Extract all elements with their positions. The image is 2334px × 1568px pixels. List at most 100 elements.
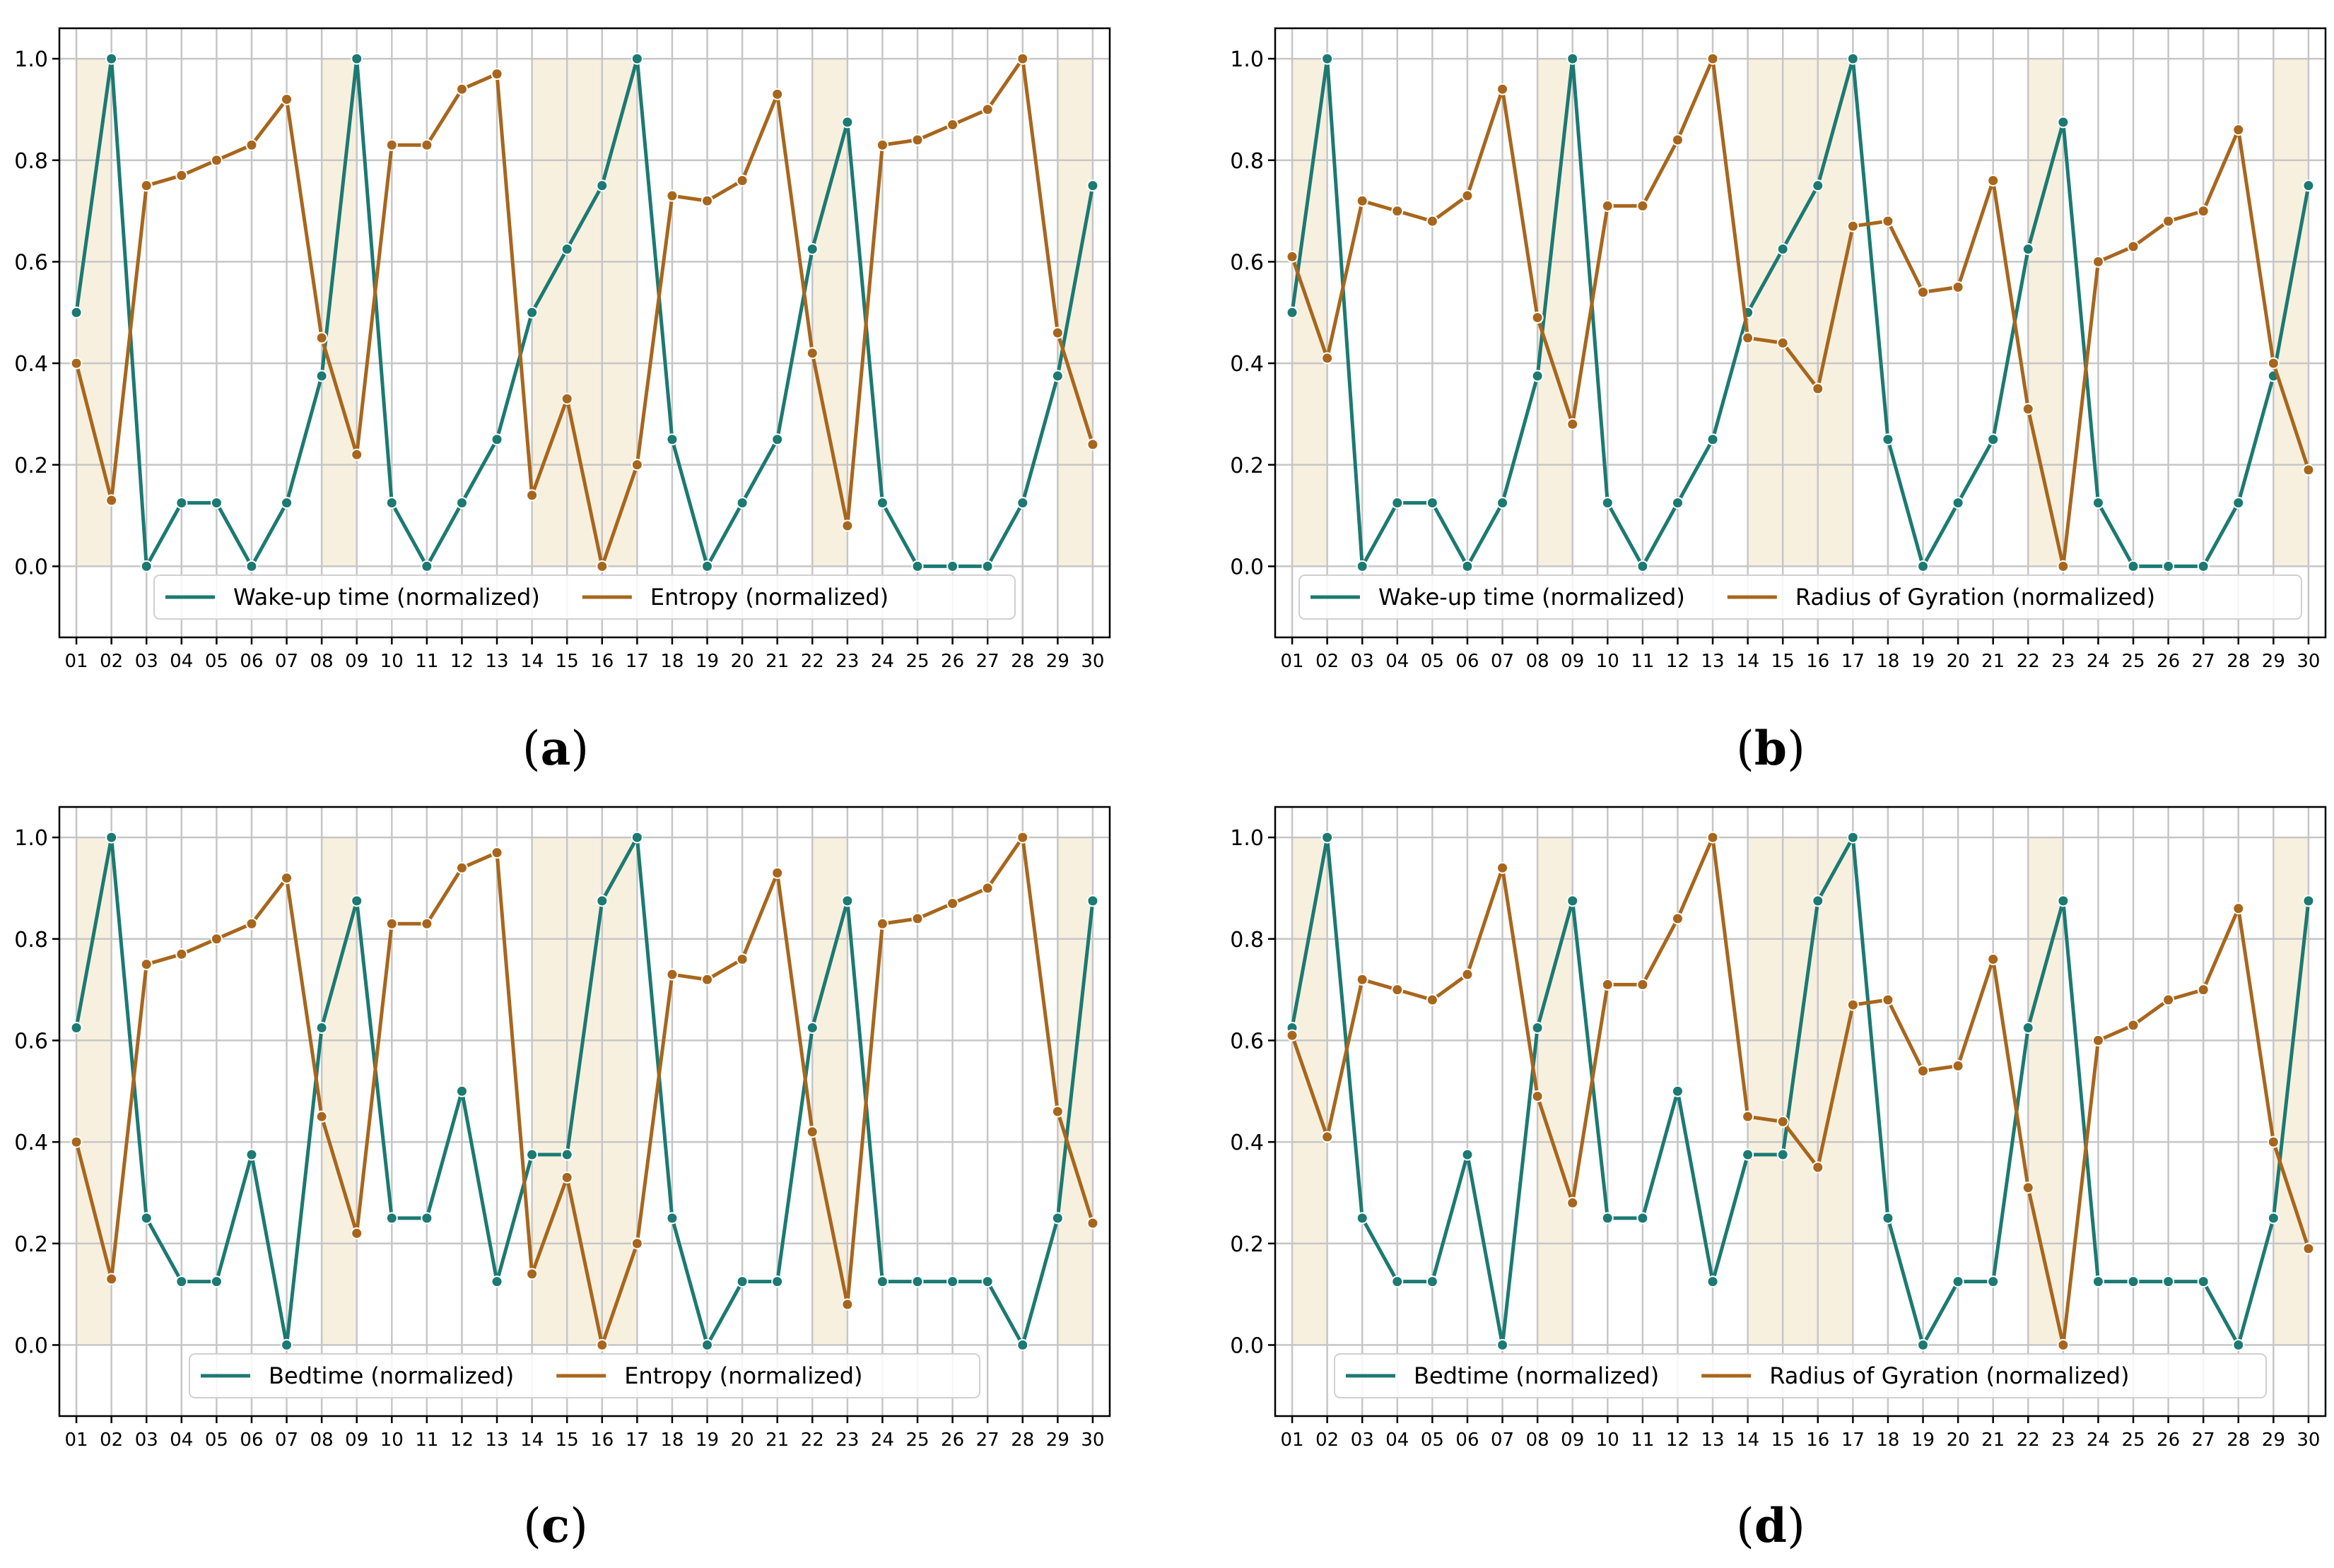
x-tick-label: 01 xyxy=(65,1430,88,1451)
x-tick-label: 08 xyxy=(310,1430,334,1451)
data-point xyxy=(1776,1115,1789,1128)
x-tick-label: 12 xyxy=(450,651,474,672)
x-tick-label: 13 xyxy=(486,1430,509,1451)
data-point xyxy=(455,497,468,509)
x-tick-label: 30 xyxy=(1081,1430,1104,1451)
data-point xyxy=(1051,1212,1064,1225)
x-tick-label: 23 xyxy=(2051,1430,2075,1451)
data-point xyxy=(1051,370,1064,382)
data-point xyxy=(1391,497,1404,509)
data-point xyxy=(281,497,293,509)
legend-label-brown: Entropy (normalized) xyxy=(624,1362,862,1389)
data-point xyxy=(1952,281,1964,293)
x-tick-label: 05 xyxy=(1421,651,1444,672)
data-point xyxy=(175,1275,188,1288)
data-point xyxy=(315,331,328,344)
x-tick-label: 15 xyxy=(1771,651,1795,672)
weekend-band xyxy=(602,837,638,1345)
x-tick-label: 30 xyxy=(2297,1430,2320,1451)
series-line xyxy=(1290,835,2311,1347)
data-point xyxy=(806,347,819,360)
data-point xyxy=(1987,433,2000,446)
data-point xyxy=(1566,52,1579,65)
data-point xyxy=(1016,52,1029,65)
data-point xyxy=(1671,1085,1684,1097)
data-point xyxy=(1952,1275,1964,1288)
data-point xyxy=(631,831,643,844)
x-tick-label: 25 xyxy=(905,1430,929,1451)
x-tick-label: 07 xyxy=(275,651,298,672)
x-tick-label: 02 xyxy=(1315,651,1339,672)
data-point xyxy=(806,1021,819,1034)
data-point xyxy=(2127,240,2140,253)
data-point xyxy=(1846,831,1859,844)
x-tick-label: 21 xyxy=(1981,651,2005,672)
data-point xyxy=(1671,497,1684,509)
x-tick-label: 22 xyxy=(2017,1430,2040,1451)
x-tick-label: 02 xyxy=(100,1430,123,1451)
x-tick-label: 06 xyxy=(240,1430,263,1451)
weekend-band xyxy=(2273,59,2309,567)
y-tick-label: 0.6 xyxy=(1230,250,1264,275)
caption-a: (a) xyxy=(522,721,590,776)
x-tick-label: 26 xyxy=(2157,651,2180,672)
x-tick-label: 03 xyxy=(135,1430,158,1451)
x-tick-label: 08 xyxy=(1526,651,1549,672)
x-tick-label: 20 xyxy=(731,651,754,672)
series-teal xyxy=(1286,831,2315,1351)
x-tick-label: 30 xyxy=(2297,651,2320,672)
data-point xyxy=(526,1148,539,1161)
data-point xyxy=(1016,497,1029,509)
weekend-band xyxy=(1057,837,1093,1345)
series-line xyxy=(74,835,1095,1347)
data-point xyxy=(1566,1196,1579,1209)
x-tick-label: 14 xyxy=(1736,651,1759,672)
data-point xyxy=(1987,175,2000,187)
data-point xyxy=(1917,1338,1930,1351)
data-point xyxy=(771,866,784,879)
data-point xyxy=(771,1275,784,1288)
x-tick-label: 28 xyxy=(2227,1430,2250,1451)
data-point xyxy=(1086,895,1099,907)
data-point xyxy=(2162,215,2175,228)
data-point xyxy=(701,1338,714,1351)
data-point xyxy=(1917,1065,1930,1078)
data-point xyxy=(1566,418,1579,430)
data-point xyxy=(1356,560,1368,572)
data-point xyxy=(1426,1275,1438,1288)
x-tick-label: 19 xyxy=(696,651,719,672)
x-tick-label: 03 xyxy=(1351,1430,1374,1451)
y-tick-label: 0.4 xyxy=(1230,352,1264,377)
x-tick-label: 13 xyxy=(1701,651,1725,672)
data-point xyxy=(1496,83,1509,95)
data-point xyxy=(946,1275,959,1288)
data-point xyxy=(421,1212,433,1225)
data-point xyxy=(1671,134,1684,146)
x-tick-label: 04 xyxy=(170,1430,193,1451)
x-tick-label: 27 xyxy=(976,1430,999,1451)
data-point xyxy=(2232,1338,2245,1351)
legend: Wake-up time (normalized) Entropy (normal… xyxy=(153,574,1016,620)
data-point xyxy=(596,1338,609,1351)
data-point xyxy=(1917,560,1930,572)
data-point xyxy=(736,497,749,509)
data-point xyxy=(1321,831,1334,844)
data-point xyxy=(2092,255,2104,268)
data-point xyxy=(2057,895,2070,907)
x-tick-label: 11 xyxy=(415,651,438,672)
x-tick-label: 28 xyxy=(1011,1430,1034,1451)
data-point xyxy=(666,968,679,981)
data-point xyxy=(2232,902,2245,915)
data-point xyxy=(526,306,539,319)
x-tick-label: 27 xyxy=(2192,1430,2215,1451)
y-tick-label: 0.6 xyxy=(14,250,48,275)
x-tick-label: 29 xyxy=(1046,1430,1069,1451)
data-point xyxy=(421,917,433,930)
x-tick-label: 16 xyxy=(1806,651,1829,672)
data-point xyxy=(1882,994,1894,1006)
x-tick-label: 21 xyxy=(766,1430,789,1451)
legend-label-brown: Radius of Gyration (normalized) xyxy=(1769,1362,2129,1389)
data-point xyxy=(2232,124,2245,136)
x-tick-label: 09 xyxy=(1561,651,1584,672)
data-point xyxy=(1846,52,1859,65)
